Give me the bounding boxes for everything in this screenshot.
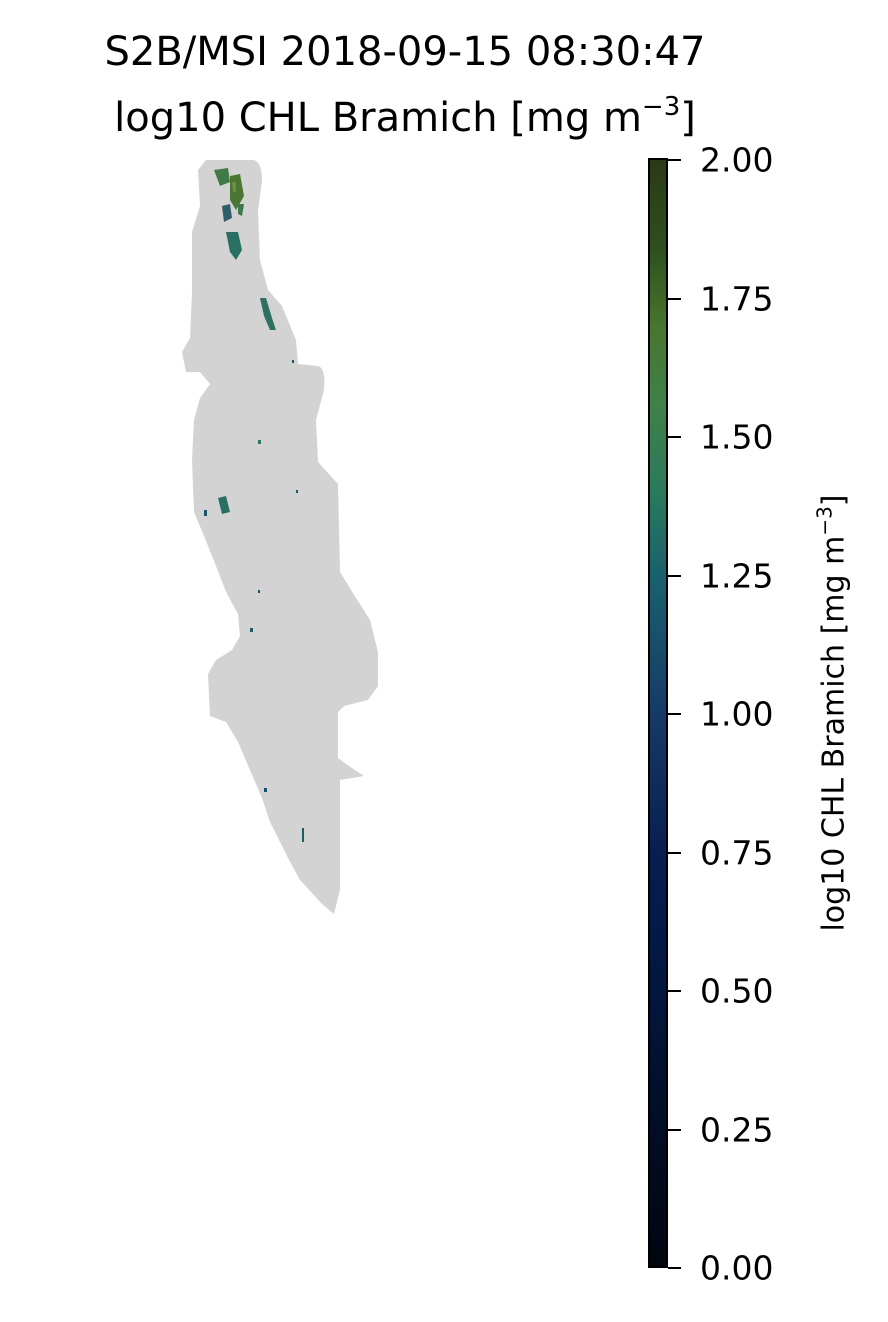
- colorbar-tick-mark: [668, 297, 681, 300]
- colorbar-label-suffix: ]: [816, 494, 852, 507]
- colorbar-tick-mark: [668, 159, 681, 161]
- colorbar-tick-label: 2.00: [700, 140, 774, 180]
- colorbar-tick-label: 1.75: [700, 279, 774, 318]
- chl-pixel-7: [302, 828, 304, 842]
- chl-pixel-5: [250, 628, 253, 632]
- colorbar-tick-mark: [668, 436, 681, 438]
- chl-pixel-8: [258, 590, 260, 593]
- chl-pixel-2: [258, 440, 261, 444]
- colorbar-tick-mark: [668, 851, 681, 854]
- colorbar-tick-mark: [668, 1267, 681, 1269]
- colorbar-tick-label: 0.50: [700, 971, 774, 1011]
- colorbar: [648, 158, 668, 1268]
- title-text: log10 CHL Bramich [mg m: [114, 95, 642, 141]
- chl-patch-mid-1: [260, 298, 276, 330]
- plot-title-line2: log10 CHL Bramich [mg m−3]: [0, 94, 810, 141]
- chl-patch-north-4: [222, 204, 232, 222]
- colorbar-tick-mark: [668, 990, 681, 992]
- colorbar-tick-label: 0.75: [700, 833, 774, 872]
- colorbar-tick-label: 1.00: [700, 694, 774, 734]
- colorbar-label: log10 CHL Bramich [mg m−3]: [813, 494, 852, 932]
- colorbar-tick-mark: [668, 574, 681, 577]
- colorbar-tick-label: 0.25: [700, 1110, 774, 1149]
- colorbar-tick-mark: [668, 1128, 681, 1131]
- chl-pixel-1: [204, 510, 207, 516]
- title-suffix: ]: [680, 95, 696, 141]
- colorbar-label-superscript: −3: [812, 506, 837, 536]
- chl-patch-mid-2: [218, 496, 230, 514]
- title-superscript: −3: [641, 92, 681, 122]
- chl-patch-north-6: [238, 204, 244, 216]
- chl-pixel-6: [264, 788, 267, 792]
- colorbar-tick-mark: [668, 713, 681, 715]
- colorbar-tick-label: 1.50: [700, 417, 774, 457]
- colorbar-tick-label: 0.00: [700, 1248, 774, 1288]
- colorbar-tick-label: 1.25: [700, 556, 774, 595]
- plot-title-line1: S2B/MSI 2018-09-15 08:30:47: [104, 29, 706, 75]
- chl-pixel-3: [296, 490, 298, 493]
- colorbar-label-text: log10 CHL Bramich [mg m: [816, 535, 852, 932]
- chl-patch-north: [214, 168, 230, 186]
- chlorophyll-pixels: [204, 168, 304, 842]
- lake-mask-area: [182, 160, 378, 914]
- chl-pixel-4: [292, 360, 294, 363]
- chl-patch-north-5: [226, 232, 242, 260]
- chl-patch-north-3: [232, 182, 236, 192]
